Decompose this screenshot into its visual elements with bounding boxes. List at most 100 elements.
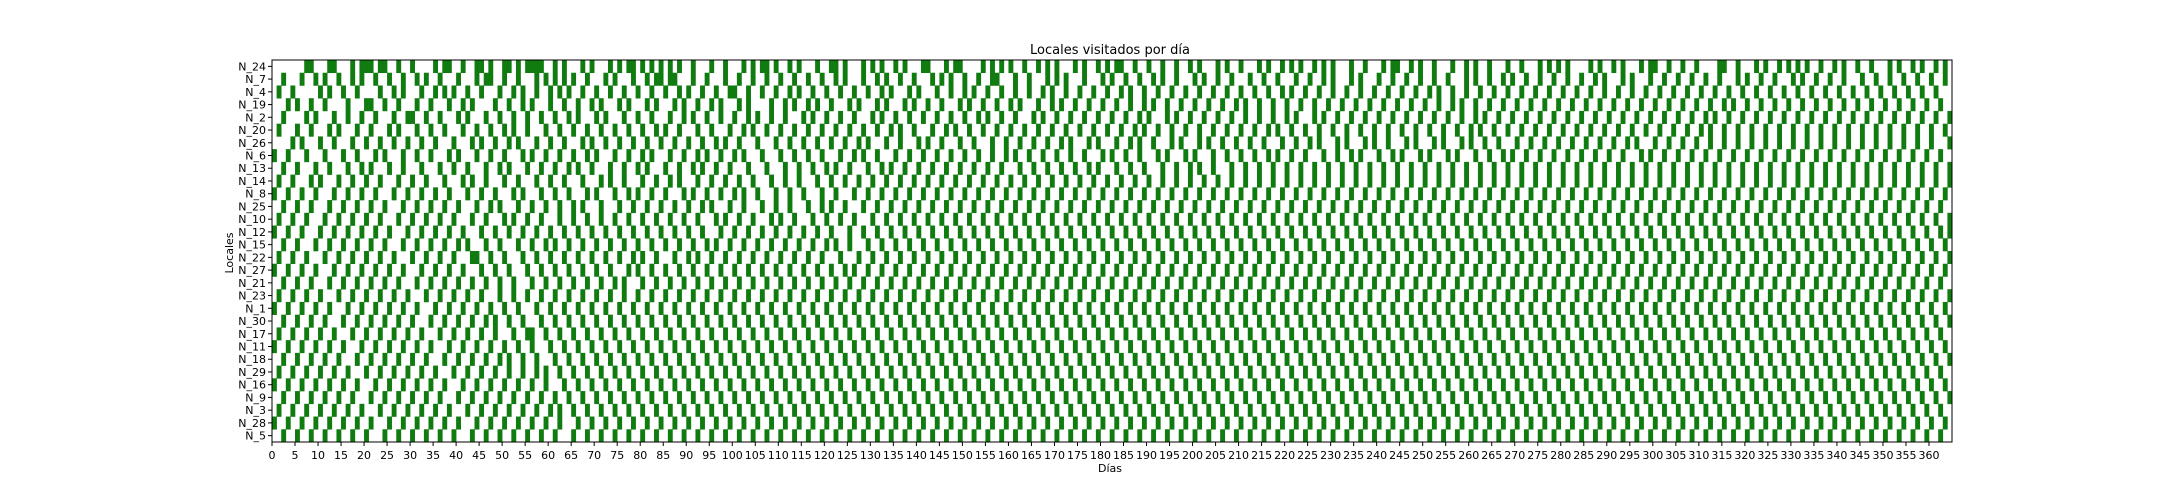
visit-cell — [1192, 365, 1198, 379]
visit-cell — [902, 276, 908, 290]
visit-cell — [1772, 429, 1778, 443]
visit-cell — [727, 161, 733, 175]
visit-cell — [1592, 403, 1598, 417]
visit-cell — [1137, 276, 1143, 290]
visit-cell — [1422, 289, 1428, 303]
visit-cell — [750, 60, 756, 74]
visit-cell — [672, 98, 678, 112]
visit-cell — [1284, 314, 1290, 328]
visit-cell — [1316, 276, 1322, 290]
visit-cell — [377, 289, 383, 303]
visit-cell — [1859, 123, 1865, 137]
visit-cell — [1215, 212, 1221, 226]
visit-cell — [1358, 149, 1364, 163]
visit-cell — [1220, 276, 1226, 290]
visit-cell — [1289, 60, 1295, 74]
visit-cell — [1685, 289, 1690, 303]
visit-cell — [350, 391, 356, 405]
visit-cell — [1224, 378, 1230, 392]
visit-cell — [1372, 136, 1377, 150]
visit-cell — [584, 123, 590, 137]
visit-cell — [1662, 327, 1667, 341]
visit-cell — [543, 123, 549, 137]
visit-cell — [354, 378, 360, 392]
visit-cell — [1616, 251, 1621, 265]
visit-cell — [1790, 340, 1796, 354]
visit-cell — [626, 60, 632, 74]
visit-cell — [272, 149, 277, 163]
visit-cell — [805, 403, 811, 417]
visit-cell — [944, 161, 949, 175]
visit-cell — [1864, 212, 1870, 226]
visit-cell — [1252, 263, 1258, 277]
visit-cell — [423, 251, 429, 265]
visit-cell — [1523, 225, 1529, 239]
visit-cell — [1947, 314, 1953, 328]
visit-cell — [460, 60, 466, 74]
visit-cell — [1579, 429, 1585, 443]
visit-cell — [341, 238, 346, 252]
visit-cell — [318, 365, 323, 379]
visit-cell — [423, 352, 429, 366]
visit-cell — [1777, 60, 1782, 74]
visit-cell — [1657, 251, 1663, 265]
visit-cell — [359, 403, 365, 417]
visit-cell — [750, 174, 756, 188]
visit-cell — [331, 327, 337, 341]
visit-cell — [856, 391, 862, 405]
visit-cell — [1942, 60, 1948, 74]
visit-cell — [626, 263, 632, 277]
visit-cell — [506, 136, 512, 150]
visit-cell — [502, 149, 508, 163]
visit-cell — [1316, 365, 1322, 379]
visit-cell — [1786, 149, 1792, 163]
visit-cell — [1519, 174, 1525, 188]
visit-cell — [985, 429, 991, 443]
visit-cell — [769, 98, 774, 112]
x-tick-label: 260 — [1458, 449, 1479, 462]
visit-cell — [534, 60, 540, 74]
visit-cell — [1873, 263, 1879, 277]
visit-cell — [1146, 60, 1152, 74]
visit-cell — [1243, 174, 1249, 188]
visit-cell — [1353, 212, 1359, 226]
visit-cell — [1901, 263, 1907, 277]
visit-cell — [1335, 149, 1341, 163]
visit-cell — [1933, 110, 1939, 124]
visit-cell — [483, 391, 489, 405]
plot-frame — [271, 59, 1953, 443]
visit-cell — [1942, 72, 1948, 86]
visit-cell — [1270, 110, 1276, 124]
visit-cell — [1482, 365, 1488, 379]
visit-cell — [488, 301, 494, 315]
visit-cell — [529, 416, 535, 430]
visit-cell — [851, 110, 857, 124]
visit-cell — [580, 85, 586, 99]
visit-cell — [1284, 110, 1290, 124]
visit-cell — [1790, 263, 1796, 277]
visit-cell — [1818, 60, 1824, 74]
visit-cell — [631, 416, 636, 430]
visit-cell — [492, 365, 498, 379]
visit-cell — [930, 365, 936, 379]
visit-cell — [1063, 174, 1069, 188]
visit-cell — [1197, 238, 1203, 252]
visit-cell — [1077, 352, 1083, 366]
visit-cell — [1905, 174, 1911, 188]
visit-cell — [308, 174, 314, 188]
visit-cell — [686, 416, 692, 430]
visit-cell — [796, 378, 802, 392]
visit-cell — [387, 123, 392, 137]
visit-cell — [764, 327, 770, 341]
visit-cell — [810, 110, 816, 124]
visit-cell — [1846, 301, 1852, 315]
visit-cell — [1855, 149, 1861, 163]
visit-cell — [976, 110, 982, 124]
visit-cell — [1708, 301, 1713, 315]
visit-cell — [529, 238, 535, 252]
visit-cell — [1284, 98, 1290, 112]
visit-cell — [456, 391, 462, 405]
visit-cell — [1450, 314, 1456, 328]
visit-cell — [1565, 200, 1571, 214]
visit-cell — [617, 251, 623, 265]
